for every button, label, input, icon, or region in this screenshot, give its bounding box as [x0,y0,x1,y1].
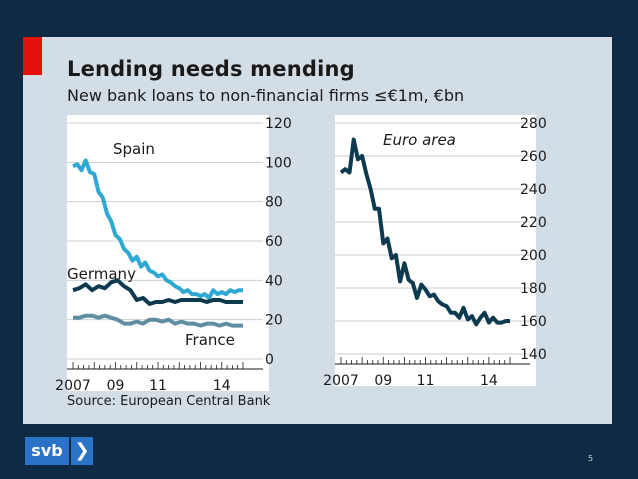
series-line-france [73,313,243,328]
svb-logo-text: svb [25,437,69,465]
y-tick-label-left: 40 [265,273,283,289]
y-tick-label-left: 120 [265,116,292,132]
series-label-germany: Germany [67,265,136,283]
y-tick-label-right: 180 [520,281,547,297]
y-tick-label-right: 240 [520,182,547,198]
series-label-france: France [185,331,235,349]
series-line-euro-area [339,137,510,327]
x-tick-label-left: 2007 [55,378,91,394]
red-brand-tag [23,37,42,75]
page-number: 5 [588,454,594,463]
chevron-right-icon: ❯ [71,437,93,465]
x-tick-label-right: 14 [480,373,498,389]
chart-subtitle: New bank loans to non-financial firms ≤€… [67,86,465,105]
chart-card: Lending needs mending New bank loans to … [23,37,612,424]
svb-logo[interactable]: svb ❯ [25,437,97,465]
y-tick-label-left: 80 [265,195,283,211]
x-tick-label-right: 09 [374,373,392,389]
y-tick-label-right: 260 [520,149,547,165]
y-tick-label-left: 0 [265,352,274,368]
chart-source: Source: European Central Bank [67,394,271,409]
panel-left-chart: 0 20 40 60 80 100 120 2007 09 11 14 Spain Germany Fra… [55,115,547,394]
x-tick-label-right: 11 [417,373,435,389]
y-tick-label-left: 20 [265,313,283,329]
chart-title: Lending needs mending [67,57,355,81]
x-tick-label-right: 2007 [323,373,359,389]
series-line-germany [72,278,243,306]
x-tick-label-left: 11 [149,378,167,394]
y-tick-label-right: 160 [520,314,547,330]
panel-right-background [335,115,536,386]
panel-left-background [67,115,269,391]
y-tick-label-right: 200 [520,248,547,264]
x-tick-label-left: 09 [107,378,125,394]
y-tick-label-right: 280 [520,116,547,132]
series-label-spain: Spain [113,140,155,158]
y-tick-label-right: 140 [520,347,547,363]
x-tick-label-left: 14 [213,378,231,394]
series-label-euro-area: Euro area [383,131,456,149]
series-line-spain [72,158,243,300]
y-tick-label-left: 60 [265,234,283,250]
y-tick-label-left: 100 [265,155,292,171]
y-tick-label-right: 220 [520,215,547,231]
